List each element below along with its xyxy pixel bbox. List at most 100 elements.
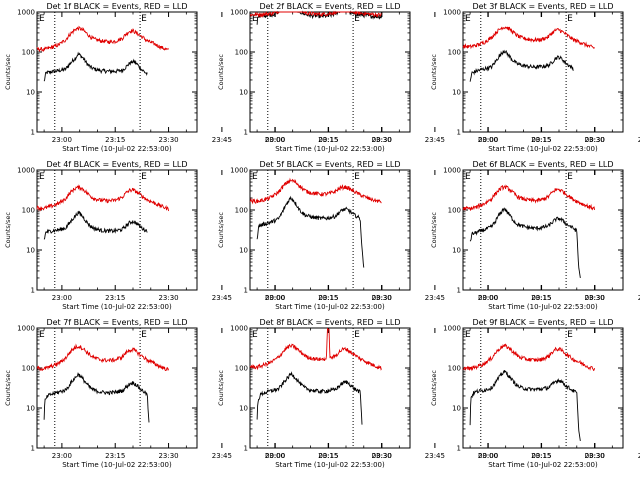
x-tick-label: 00:15: [318, 452, 338, 460]
x-tick-label: 23:45: [638, 452, 640, 460]
y-tick-label: 1000: [230, 9, 248, 17]
x-tick-label: 23:30: [371, 294, 391, 302]
panel-title: Det 1f BLACK = Events, RED = LLD: [46, 2, 187, 11]
x-tick-label: 23:00: [478, 294, 498, 302]
x-tick-label: 23:45: [638, 294, 640, 302]
y-tick-label: 1: [31, 129, 35, 137]
y-tick-label: 1: [457, 287, 461, 295]
x-tick-label: 23:00: [478, 136, 498, 144]
plot-frame: [36, 327, 198, 449]
corner-marker-left: E: [39, 172, 45, 182]
corner-marker-right: E: [354, 330, 360, 340]
detector-panel-9: Det 9f BLACK = Events, RED = LLD Counts/s…: [430, 318, 640, 469]
y-tick-label: 100: [22, 49, 35, 57]
x-tick-label: 00:15: [318, 136, 338, 144]
x-tick-label: 00:30: [585, 136, 605, 144]
corner-marker-left: E: [39, 14, 45, 24]
x-axis-label: Start Time (10-Jul-02 22:53:00): [275, 303, 385, 311]
y-tick-label: 1000: [443, 325, 461, 333]
panel-title: Det 4f BLACK = Events, RED = LLD: [46, 160, 187, 169]
corner-marker-left: E: [465, 330, 471, 340]
corner-marker-left: E: [252, 172, 258, 182]
x-tick-label: 23:30: [158, 294, 178, 302]
y-tick-label: 1000: [17, 325, 35, 333]
series-line-lld: [462, 343, 595, 372]
detector-panel-1: Det 1f BLACK = Events, RED = LLD Counts/s…: [4, 2, 392, 153]
corner-marker-right: E: [141, 330, 147, 340]
y-axis-label: Counts/sec: [430, 370, 438, 406]
detector-panel-7: Det 7f BLACK = Events, RED = LLD Counts/s…: [4, 318, 392, 469]
plot-frame: [249, 169, 411, 291]
corner-marker-right: E: [141, 14, 147, 24]
y-axis-label: Counts/sec: [4, 54, 12, 90]
y-tick-label: 10: [26, 405, 35, 413]
series-line-events: [469, 207, 581, 279]
x-tick-label: 23:15: [105, 294, 125, 302]
detector-panel-5: Det 5f BLACK = Events, RED = LLD Counts/s…: [217, 160, 605, 311]
corner-marker-left: E: [252, 330, 258, 340]
x-axis-label: Start Time (10-Jul-02 22:53:00): [488, 461, 598, 469]
x-tick-label: 23:30: [584, 452, 604, 460]
y-tick-label: 1: [244, 445, 248, 453]
plot-frame: [462, 11, 624, 133]
x-tick-label: 23:45: [425, 452, 445, 460]
panel-title: Det 5f BLACK = Events, RED = LLD: [259, 160, 400, 169]
x-tick-label: 00:30: [372, 294, 392, 302]
x-tick-label: 23:30: [371, 452, 391, 460]
series-line-lld: [462, 26, 595, 50]
plot-frame: [462, 327, 624, 449]
x-axis-label: Start Time (10-Jul-02 22:53:00): [488, 145, 598, 153]
x-tick-label: 23:30: [584, 294, 604, 302]
corner-marker-left: E: [39, 330, 45, 340]
x-axis-label: Start Time (10-Jul-02 22:53:00): [275, 145, 385, 153]
plot-frame: [249, 11, 411, 133]
panel-title: Det 8f BLACK = Events, RED = LLD: [259, 318, 400, 327]
y-tick-label: 1000: [443, 9, 461, 17]
y-tick-label: 10: [452, 247, 461, 255]
x-tick-label: 00:30: [585, 294, 605, 302]
x-tick-label: 23:15: [318, 136, 338, 144]
x-axis-label: Start Time (10-Jul-02 22:53:00): [488, 303, 598, 311]
x-tick-label: 00:15: [531, 294, 551, 302]
corner-marker-left: E: [252, 14, 258, 24]
y-tick-label: 10: [239, 247, 248, 255]
x-tick-label: 23:00: [478, 452, 498, 460]
x-tick-label: 23:15: [531, 294, 551, 302]
x-tick-label: 00:30: [372, 452, 392, 460]
x-tick-label: 23:00: [265, 136, 285, 144]
series-line-lld: [36, 25, 169, 53]
y-axis-label: Counts/sec: [4, 212, 12, 248]
plot-frame: [462, 169, 624, 291]
x-tick-label: 23:45: [212, 452, 232, 460]
series-line-events: [43, 51, 148, 82]
y-axis-label: Counts/sec: [217, 212, 225, 248]
panel-title: Det 2f BLACK = Events, RED = LLD: [259, 2, 400, 11]
y-tick-label: 100: [448, 49, 461, 57]
series-line-events: [469, 49, 574, 82]
x-tick-label: 00:00: [478, 136, 498, 144]
y-axis-label: Counts/sec: [4, 370, 12, 406]
y-axis-label: Counts/sec: [217, 370, 225, 406]
x-axis-label: Start Time (10-Jul-02 22:53:00): [62, 303, 172, 311]
x-tick-label: 23:45: [212, 294, 232, 302]
y-tick-label: 1000: [230, 167, 248, 175]
corner-marker-right: E: [141, 172, 147, 182]
x-tick-label: 23:00: [52, 136, 72, 144]
x-tick-label: 23:30: [584, 136, 604, 144]
plot-frame: [36, 169, 198, 291]
x-tick-label: 00:00: [265, 452, 285, 460]
y-tick-label: 1: [244, 287, 248, 295]
x-tick-label: 23:15: [318, 294, 338, 302]
x-tick-label: 23:30: [158, 452, 178, 460]
x-tick-label: 00:15: [531, 452, 551, 460]
x-tick-label: 00:15: [531, 136, 551, 144]
corner-marker-right: E: [567, 14, 573, 24]
x-tick-label: 23:45: [425, 136, 445, 144]
x-tick-label: 23:15: [105, 136, 125, 144]
detector-panel-2: Det 2f BLACK = Events, RED = LLD Counts/s…: [217, 2, 605, 153]
y-tick-label: 1: [31, 445, 35, 453]
y-tick-label: 10: [239, 89, 248, 97]
plot-frame: [36, 11, 198, 133]
